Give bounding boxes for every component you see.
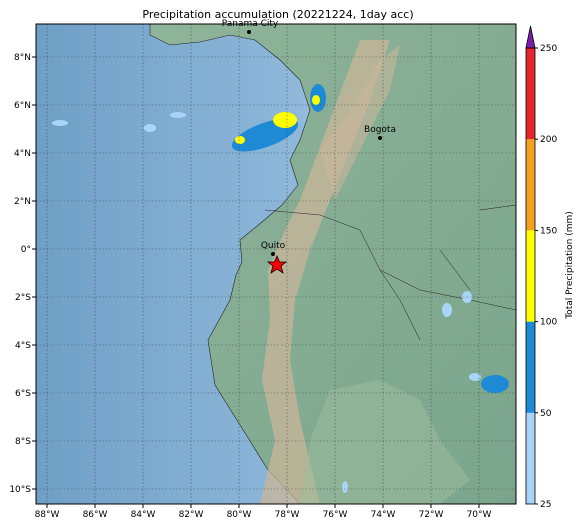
y-tick-label: 6°N	[14, 101, 31, 111]
colorbar-segment	[526, 412, 535, 504]
colorbar-tick-label: 200	[540, 135, 557, 145]
colorbar-frame	[525, 47, 536, 505]
x-tick-label: 76°W	[323, 510, 348, 520]
x-tick-label: 82°W	[179, 510, 204, 520]
colorbar-tick-label: 50	[540, 409, 552, 419]
y-tick-label: 2°S	[15, 293, 31, 303]
x-tick-label: 74°W	[371, 510, 396, 520]
title: Precipitation accumulation (20221224, 1d…	[142, 8, 413, 21]
city-label: Panama City	[222, 19, 279, 29]
map-area	[36, 24, 516, 504]
x-tick-label: 70°W	[467, 510, 492, 520]
x-tick-label: 78°W	[275, 510, 300, 520]
colorbar-segment	[526, 139, 535, 231]
colorbar-tick-label: 250	[540, 44, 557, 54]
x-tick-label: 84°W	[131, 510, 156, 520]
x-tick-label: 86°W	[83, 510, 108, 520]
y-tick-label: 4°S	[15, 341, 31, 351]
colorbar-tick-label: 25	[540, 500, 551, 510]
city-label: Bogota	[364, 125, 396, 135]
y-tick-label: 6°S	[15, 389, 31, 399]
marker-star	[266, 254, 288, 274]
x-tick-label: 72°W	[419, 510, 444, 520]
x-tick-label: 80°W	[227, 510, 252, 520]
y-tick-label: 0°	[21, 245, 31, 255]
y-tick-label: 8°S	[15, 437, 31, 447]
colorbar-label: Total Precipitation (mm)	[565, 211, 575, 320]
y-tick-label: 8°N	[14, 53, 31, 63]
y-tick-label: 4°N	[14, 149, 31, 159]
colorbar-segment	[526, 230, 535, 322]
colorbar-segment	[526, 321, 535, 413]
colorbar-segment	[526, 48, 535, 140]
y-tick-label: 10°S	[9, 485, 31, 495]
city-label: Quito	[261, 241, 286, 251]
y-tick-label: 2°N	[14, 197, 31, 207]
colorbar-tick-label: 150	[540, 226, 557, 236]
x-tick-label: 88°W	[35, 510, 60, 520]
colorbar-tick-label: 100	[540, 318, 557, 328]
colorbar-extend	[525, 25, 536, 49]
